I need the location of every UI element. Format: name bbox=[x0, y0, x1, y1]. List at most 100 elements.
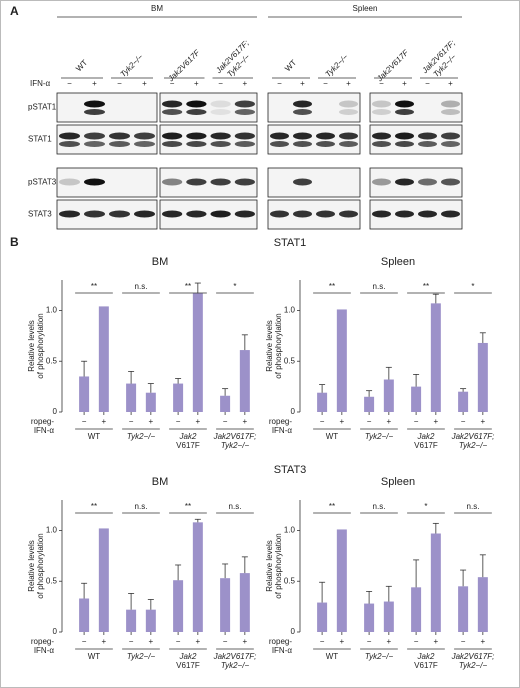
band bbox=[109, 141, 130, 147]
y-tick-label: 0.5 bbox=[284, 356, 296, 365]
genotype-label: WT bbox=[283, 58, 298, 73]
x-tick-label: + bbox=[243, 637, 248, 646]
significance-label: ** bbox=[185, 282, 191, 291]
x-tick-label: − bbox=[223, 637, 228, 646]
group-label: BM bbox=[151, 4, 163, 13]
x-tick-label: − bbox=[367, 417, 372, 426]
band bbox=[84, 210, 105, 218]
band bbox=[210, 141, 231, 147]
x-tick-label: + bbox=[387, 637, 392, 646]
band bbox=[59, 141, 80, 147]
genotype-label: Tyk2−/− bbox=[119, 52, 146, 79]
significance-label: n.s. bbox=[373, 282, 386, 291]
section-title: STAT1 bbox=[274, 237, 307, 249]
significance-label: n.s. bbox=[373, 502, 386, 511]
x-tick-label: + bbox=[387, 417, 392, 426]
band bbox=[234, 178, 255, 186]
row-label: STAT1 bbox=[28, 135, 52, 144]
band bbox=[210, 210, 231, 218]
band bbox=[441, 132, 460, 140]
panel-label: B bbox=[10, 235, 19, 249]
blot bbox=[369, 92, 463, 123]
x-tick-label: − bbox=[129, 417, 134, 426]
bar bbox=[192, 522, 203, 632]
y-axis-label: of phosphorylation bbox=[274, 313, 283, 378]
y-tick-label: 0 bbox=[291, 407, 296, 416]
group-label: Jak2V617F; bbox=[451, 432, 495, 441]
sign: + bbox=[346, 79, 351, 88]
band bbox=[234, 132, 255, 140]
group-label: Tyk2−/− bbox=[221, 661, 250, 670]
band bbox=[59, 210, 80, 218]
band bbox=[186, 132, 207, 140]
band bbox=[162, 100, 183, 108]
bar bbox=[411, 386, 422, 412]
significance-label: * bbox=[471, 282, 474, 291]
chart-title: Spleen bbox=[381, 256, 415, 268]
band bbox=[162, 141, 183, 147]
row-label: pSTAT3 bbox=[28, 178, 57, 187]
x-axis-label: ropeg- bbox=[31, 417, 54, 426]
bar bbox=[458, 586, 469, 632]
x-tick-label: − bbox=[320, 637, 325, 646]
y-axis-label: of phosphorylation bbox=[274, 533, 283, 598]
blot bbox=[267, 167, 361, 198]
band bbox=[234, 210, 255, 218]
bar bbox=[430, 533, 441, 632]
x-axis-label: ropeg- bbox=[269, 417, 292, 426]
section-title: STAT3 bbox=[274, 464, 307, 476]
group-label: WT bbox=[326, 432, 339, 441]
group-label: Tyk2−/− bbox=[221, 441, 250, 450]
sign: − bbox=[379, 79, 384, 88]
group-label: Jak2 bbox=[417, 652, 435, 661]
band bbox=[270, 141, 289, 147]
y-axis-label: Relative levels bbox=[265, 320, 274, 372]
x-tick-label: − bbox=[414, 417, 419, 426]
bar bbox=[126, 383, 137, 412]
x-tick-label: + bbox=[340, 637, 345, 646]
band bbox=[293, 210, 312, 218]
band bbox=[441, 100, 460, 108]
blot bbox=[267, 124, 361, 155]
bar bbox=[220, 395, 231, 412]
band bbox=[270, 210, 289, 218]
group-label: WT bbox=[326, 652, 339, 661]
x-tick-label: + bbox=[102, 417, 107, 426]
band bbox=[84, 132, 105, 140]
bar bbox=[477, 342, 488, 412]
band bbox=[84, 178, 105, 186]
group-label: Jak2 bbox=[179, 652, 197, 661]
blot bbox=[56, 124, 158, 155]
x-tick-label: − bbox=[176, 417, 181, 426]
y-tick-label: 1.0 bbox=[46, 306, 58, 315]
significance-label: ** bbox=[185, 502, 191, 511]
x-tick-label: − bbox=[82, 417, 87, 426]
row-label: STAT3 bbox=[28, 210, 52, 219]
significance-label: ** bbox=[329, 502, 335, 511]
x-tick-label: + bbox=[196, 417, 201, 426]
y-tick-label: 0.5 bbox=[284, 576, 296, 585]
bar bbox=[317, 602, 328, 632]
blot bbox=[159, 124, 258, 155]
blot bbox=[159, 92, 258, 123]
sign: − bbox=[323, 79, 328, 88]
band bbox=[234, 100, 255, 108]
band bbox=[293, 132, 312, 140]
band bbox=[316, 132, 335, 140]
y-tick-label: 1.0 bbox=[46, 526, 58, 535]
bar bbox=[383, 601, 394, 632]
blot bbox=[267, 92, 361, 123]
band bbox=[372, 210, 391, 218]
band bbox=[162, 178, 183, 186]
panel-label: A bbox=[10, 4, 19, 18]
x-tick-label: + bbox=[434, 417, 439, 426]
bar bbox=[239, 350, 250, 412]
group-label: Tyk2−/− bbox=[459, 661, 488, 670]
band bbox=[162, 132, 183, 140]
band bbox=[339, 141, 358, 147]
y-tick-label: 1.0 bbox=[284, 526, 296, 535]
bar bbox=[145, 609, 156, 632]
band bbox=[293, 178, 312, 186]
y-axis-label: of phosphorylation bbox=[36, 313, 45, 378]
group-label: Jak2V617F; bbox=[213, 432, 257, 441]
